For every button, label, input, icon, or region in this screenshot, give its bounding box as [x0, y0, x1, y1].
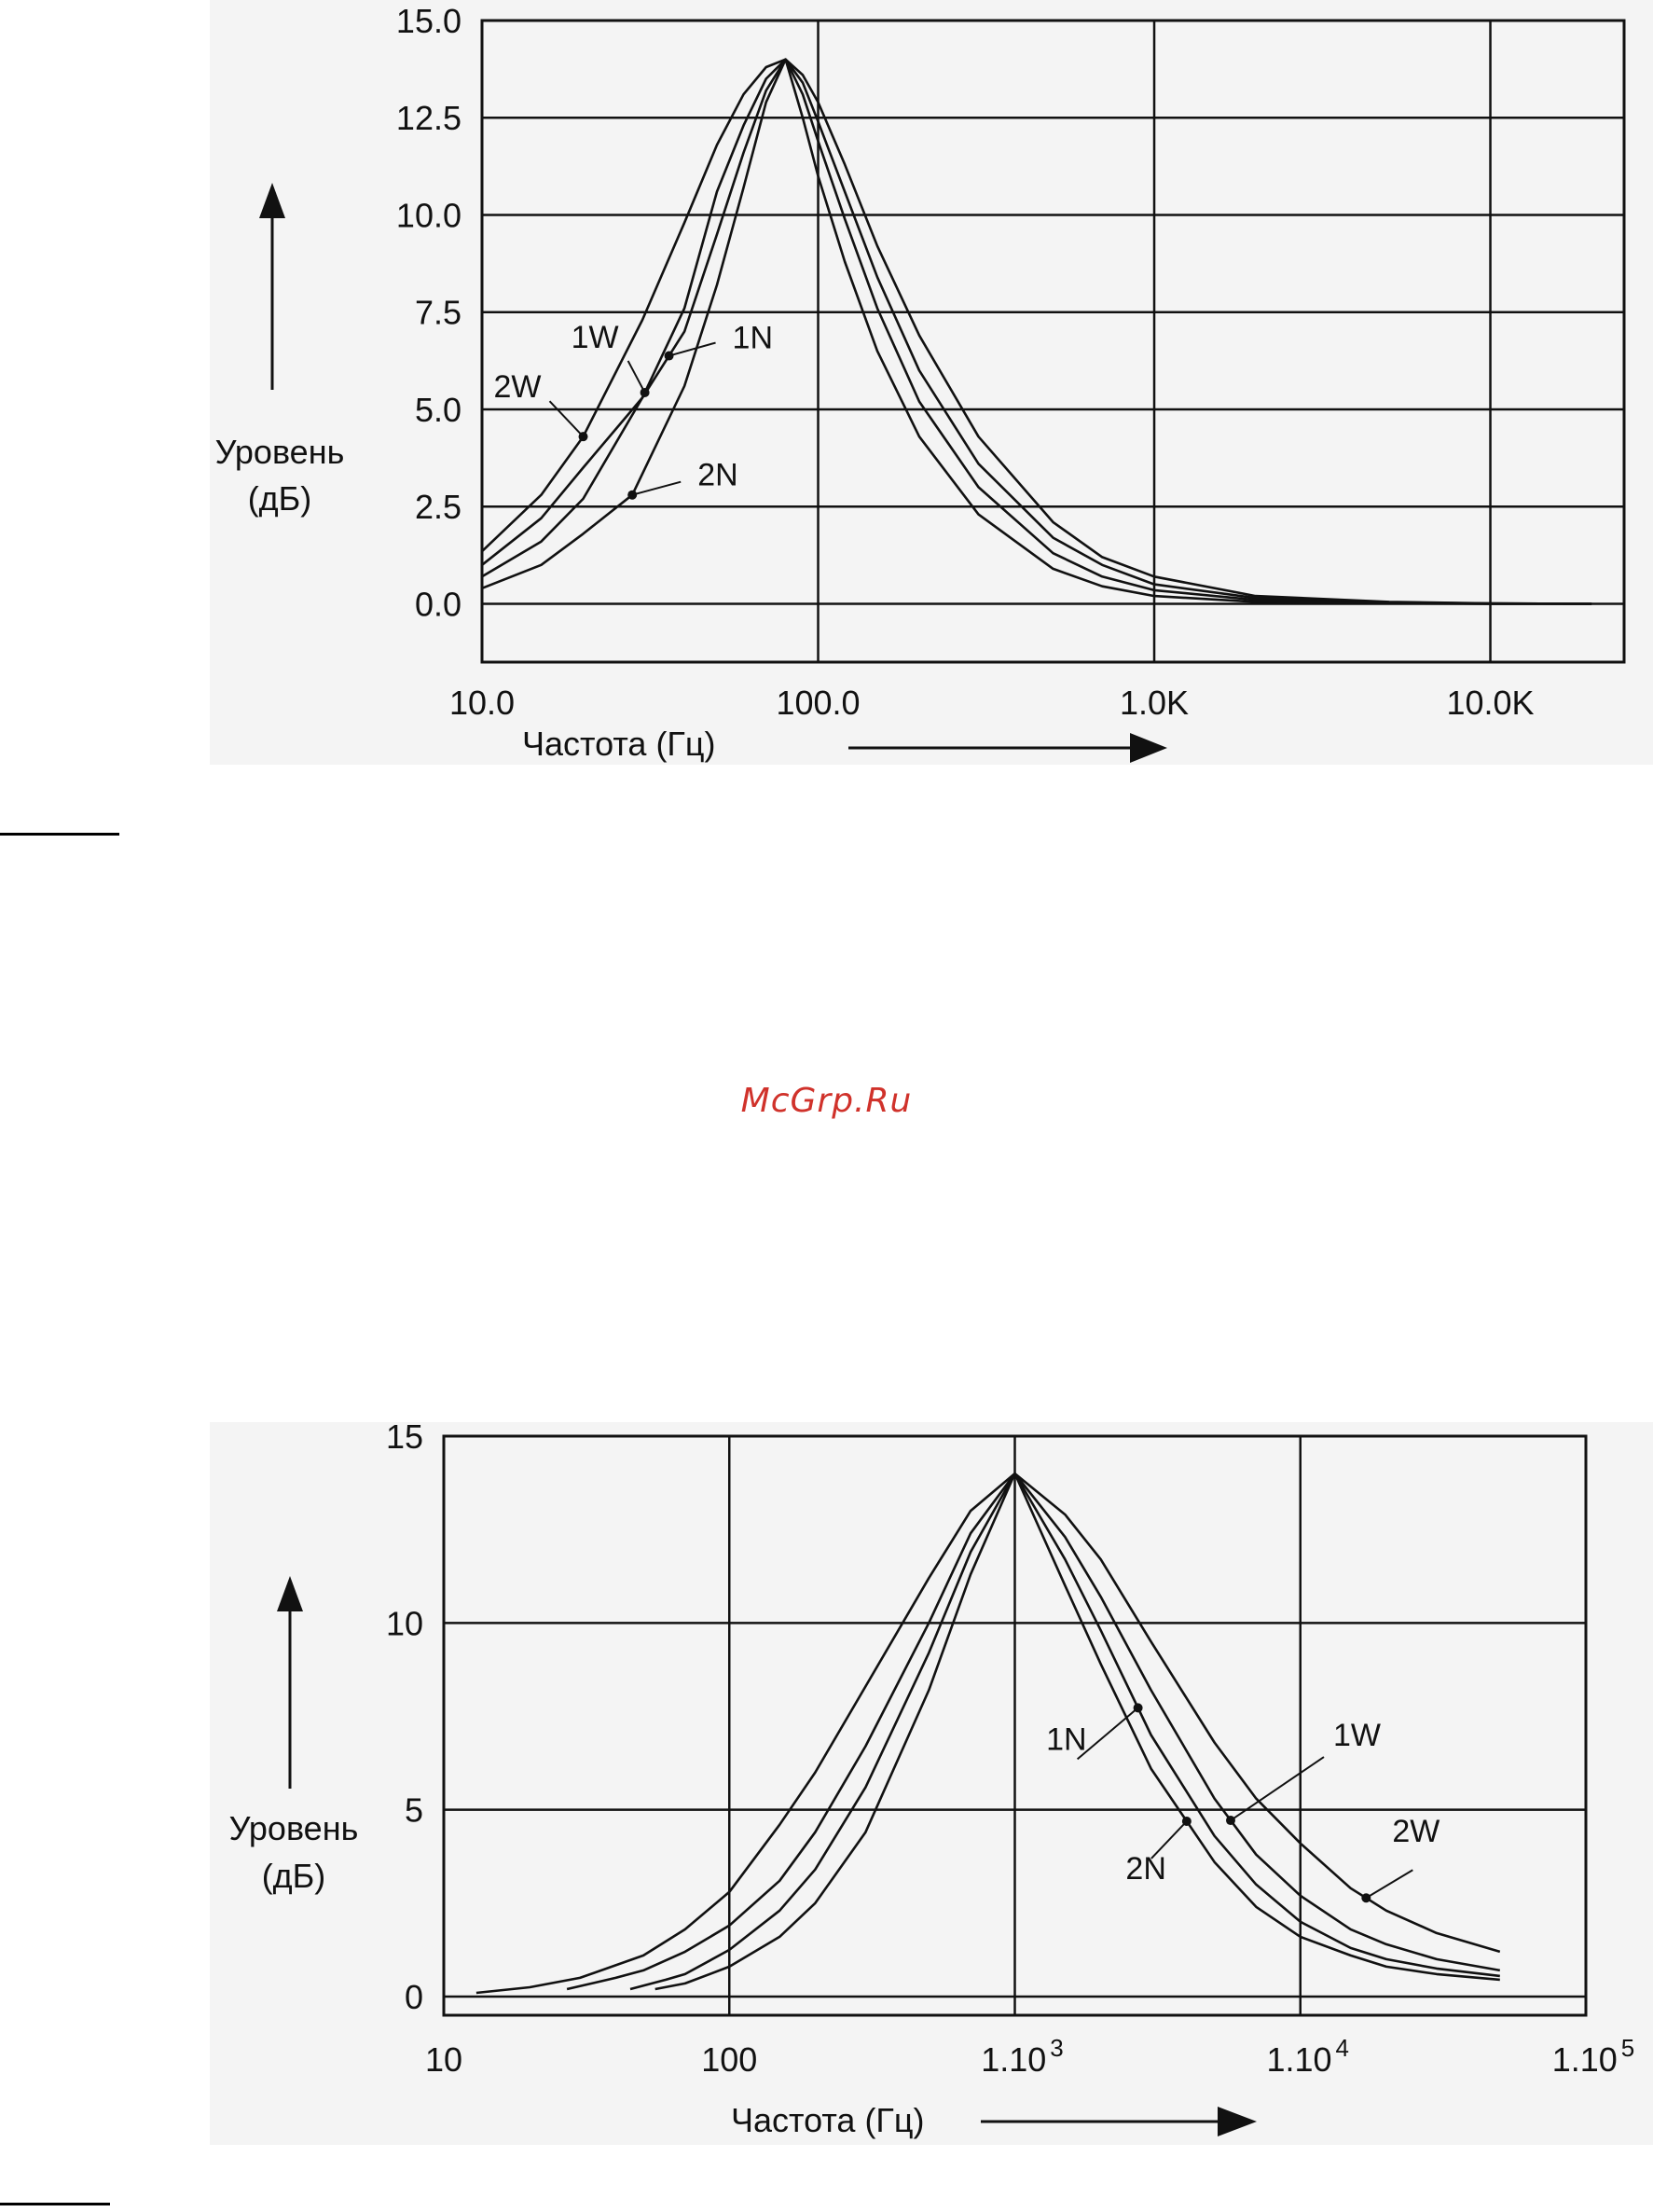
annotation-leader	[548, 400, 585, 437]
x-tick-label: 1.10 3	[981, 2034, 1064, 2079]
y-tick-label: 0.0	[415, 585, 461, 623]
annotation-leader	[631, 480, 682, 496]
annotation-label-2n: 2N	[1125, 1851, 1165, 1887]
annotation-leader	[627, 360, 646, 394]
y-axis-arrow-head	[277, 1576, 303, 1611]
series-line-2n	[481, 58, 1592, 605]
annotation-label-1n: 1N	[733, 321, 773, 356]
y-tick-label: 12.5	[396, 99, 461, 137]
annotation-label-2n: 2N	[697, 458, 737, 493]
separator-rule-1	[0, 833, 119, 836]
series-line-1n	[481, 58, 1592, 605]
y-tick-label: 2.5	[415, 488, 461, 526]
x-axis-arrow-head	[1130, 733, 1167, 763]
chart-2-panel	[210, 1422, 1653, 2145]
x-tick-label: 10	[425, 2040, 462, 2079]
watermark: McGrp.Ru	[740, 1082, 913, 1120]
y-axis-label-line-1: Уровень	[215, 433, 345, 471]
x-tick-label: 1.0K	[1120, 684, 1189, 722]
annotation-leader	[1076, 1707, 1139, 1761]
x-tick-label: 1.10 5	[1552, 2034, 1635, 2079]
series-line-2w	[475, 1472, 1501, 1995]
x-tick-label: 1.10 4	[1266, 2034, 1349, 2079]
annotation-leader	[1150, 1820, 1188, 1859]
x-tick-label: 100	[701, 2040, 757, 2079]
y-tick-label: 10.0	[396, 196, 461, 234]
annotation-label-1w: 1W	[572, 320, 619, 355]
annotation-leader	[1230, 1756, 1325, 1821]
plot-frame	[442, 1434, 1588, 2017]
y-tick-label: 15	[386, 1417, 423, 1456]
series-line-1n	[629, 1472, 1500, 1991]
annotation-label-1n: 1N	[1046, 1721, 1086, 1757]
y-axis-label-line-2: (дБ)	[262, 1857, 326, 1895]
frequency-response-chart-2: 0 5 10 15 10 100 1.10 3 1.10 4 1.10 5 1N 1W 2W 2N Уров…	[229, 1417, 1635, 2139]
y-tick-label: 5.0	[415, 391, 461, 429]
x-axis-label: Частота (Гц)	[522, 725, 716, 763]
y-tick-label: 15.0	[396, 2, 461, 40]
annotation-leader	[668, 341, 716, 357]
annotation-leader	[1365, 1869, 1413, 1900]
y-tick-label: 0	[405, 1978, 423, 2016]
plot-frame	[480, 19, 1626, 664]
chart-1-panel	[210, 0, 1653, 765]
x-axis-arrow-head	[1218, 2107, 1257, 2136]
y-tick-label: 7.5	[415, 294, 461, 332]
series-line-2w	[481, 58, 1592, 605]
y-axis-label-line-1: Уровень	[229, 1809, 359, 1847]
y-axis-label-line-2: (дБ)	[248, 479, 312, 518]
separator-rule-2	[0, 2203, 110, 2205]
frequency-response-chart-1: 0.0 2.5 5.0 7.5 10.0 12.5 15.0 10.0 100.0 1.0K 10.…	[215, 2, 1626, 763]
annotation-label-1w: 1W	[1333, 1718, 1381, 1753]
series-line-1w	[481, 58, 1592, 605]
x-axis-label: Частота (Гц)	[731, 2101, 925, 2139]
y-tick-label: 5	[405, 1791, 423, 1830]
x-tick-label: 100.0	[776, 684, 860, 722]
annotation-label-2w: 2W	[494, 369, 542, 405]
y-tick-label: 10	[386, 1604, 423, 1642]
y-axis-arrow-head	[259, 183, 285, 218]
annotation-label-2w: 2W	[1392, 1814, 1439, 1849]
x-tick-label: 10.0	[449, 684, 515, 722]
x-tick-label: 10.0K	[1446, 684, 1534, 722]
series-line-2n	[654, 1472, 1500, 1991]
